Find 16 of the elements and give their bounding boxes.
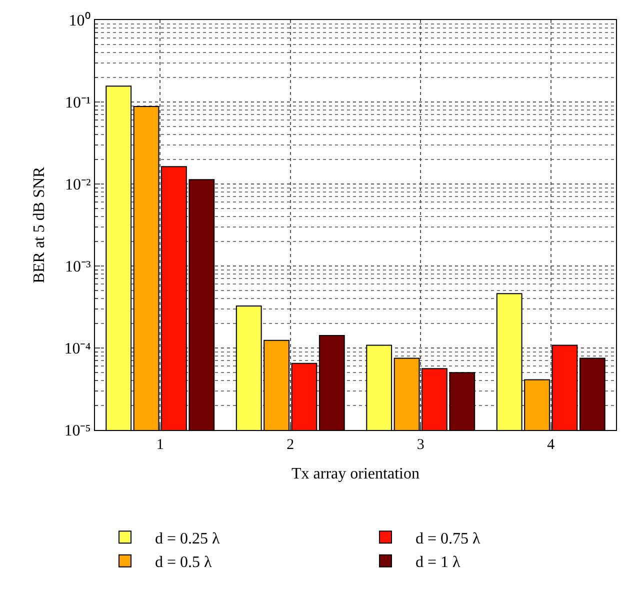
y-axis-title: BER at 5 dB SNR [31, 166, 48, 284]
x-tick-label: 4 [547, 437, 556, 453]
x-tick-label: 1 [156, 437, 164, 453]
x-tick-label: 2 [286, 437, 294, 453]
y-tick-label: 10⁻¹ [65, 94, 92, 112]
y-tick-label: 10⁰ [68, 12, 91, 30]
legend-label: d = 0.25 λ [155, 530, 220, 548]
legend-label: d = 1 λ [416, 554, 461, 572]
x-tick-label: 3 [416, 437, 424, 453]
y-tick-label: 10⁻⁵ [64, 422, 91, 440]
y-tick-label: 10⁻³ [65, 258, 92, 276]
y-tick-label: 10⁻⁴ [64, 340, 92, 358]
legend-label: d = 0.75 λ [416, 530, 481, 548]
x-axis-title: Tx array orientation [292, 466, 420, 483]
legend-label: d = 0.5 λ [155, 554, 212, 572]
y-tick-label: 10⁻² [65, 176, 92, 194]
